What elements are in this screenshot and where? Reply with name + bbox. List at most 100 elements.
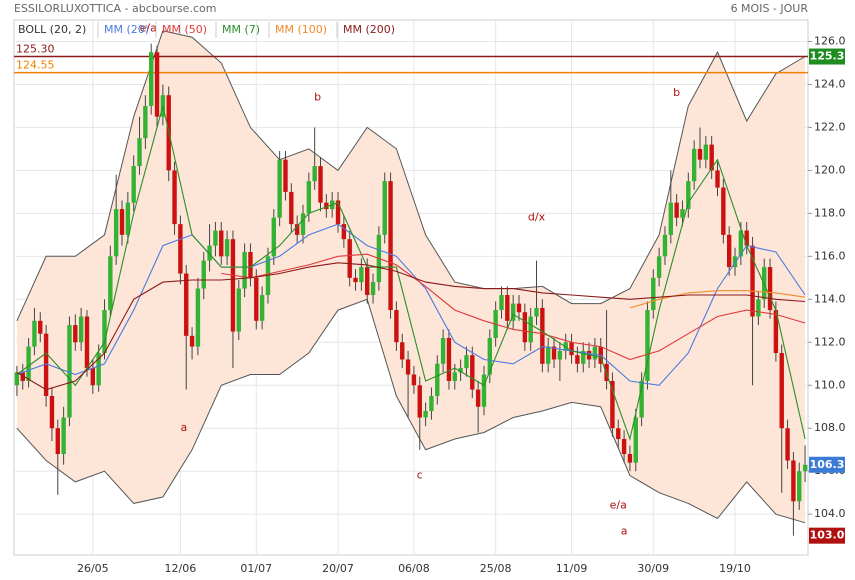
candle-body <box>569 342 574 356</box>
candle-body <box>528 316 533 343</box>
candle-body <box>49 396 55 429</box>
legend-entry: MM (20) <box>104 23 149 36</box>
x-tick-label: 11/09 <box>556 562 588 575</box>
price-tag <box>809 48 845 65</box>
x-tick-label: 12/06 <box>165 562 197 575</box>
candle-body <box>207 245 212 261</box>
candle-body <box>516 303 522 313</box>
y-tick-label: 116.0 <box>814 249 846 262</box>
y-tick-label: 118.0 <box>814 206 846 219</box>
candle-body <box>32 320 37 347</box>
candle-body <box>365 267 370 296</box>
y-tick-label: 120.0 <box>814 163 846 176</box>
candle-body <box>271 217 277 257</box>
candle-body <box>510 303 516 321</box>
candle-body <box>78 316 84 343</box>
candle-body <box>312 166 317 182</box>
ma-line <box>16 223 806 386</box>
candle-body <box>26 346 31 381</box>
candle-body <box>557 350 563 360</box>
legend-entry: MM (50) <box>162 23 207 36</box>
candle-body <box>551 346 557 360</box>
candle-body <box>785 428 790 461</box>
annotation: c <box>417 469 423 482</box>
candle-body <box>230 239 236 332</box>
legend-entry: MM (100) <box>275 23 327 36</box>
candle-body <box>767 267 773 311</box>
chart-title: ESSILORLUXOTTICA - abcbourse.com <box>14 2 216 15</box>
candle-body <box>423 411 428 418</box>
candle-body <box>43 333 49 397</box>
legend-entry: BOLL (20, 2) <box>18 23 86 36</box>
candle-body <box>680 209 685 218</box>
level-label: 125.30 <box>16 43 55 56</box>
candle-body <box>581 350 586 364</box>
ma-line <box>221 253 806 361</box>
candle-body <box>545 346 551 364</box>
candle-body <box>662 234 668 257</box>
candle-body <box>697 148 703 160</box>
y-tick-label: 124.0 <box>814 77 846 90</box>
candle-body <box>429 396 434 412</box>
candle-body <box>38 320 43 334</box>
candle-body <box>55 428 60 455</box>
annotation: e/a <box>610 499 627 512</box>
annotation: a <box>181 421 188 434</box>
candle-body <box>248 252 253 278</box>
candle-body <box>446 337 452 381</box>
candle-body <box>306 181 312 214</box>
candle-body <box>224 239 230 257</box>
candle-body <box>242 252 247 289</box>
candle-body <box>686 181 691 210</box>
candle-body <box>470 355 475 390</box>
candle-body <box>148 52 154 106</box>
ma-line <box>629 290 806 309</box>
x-tick-label: 19/10 <box>719 562 751 575</box>
candle-body <box>84 316 90 369</box>
candle-body <box>756 299 761 317</box>
candle-body <box>627 454 633 463</box>
candle-body <box>277 159 282 218</box>
y-tick-label: 114.0 <box>814 292 846 305</box>
candle-body <box>131 166 136 203</box>
candle-body <box>195 288 201 347</box>
candle-body <box>779 353 784 429</box>
y-tick-label: 104.0 <box>814 507 846 520</box>
candle-body <box>394 310 399 343</box>
x-tick-label: 26/05 <box>77 562 109 575</box>
candle-body <box>668 202 674 235</box>
candle-body <box>575 355 580 364</box>
candle-body <box>341 224 347 240</box>
candle-body <box>540 307 545 364</box>
candle-body <box>113 209 119 257</box>
candle-body <box>452 372 457 381</box>
candle-body <box>738 230 744 257</box>
annotation: b <box>673 86 680 99</box>
price-tag-label: 103.0 <box>810 529 845 542</box>
candle-body <box>458 368 463 373</box>
x-tick-label: 01/07 <box>240 562 272 575</box>
candle-body <box>691 148 697 182</box>
candle-body <box>137 138 142 167</box>
candle-body <box>487 337 493 375</box>
candle-body <box>154 52 160 117</box>
candle-body <box>388 181 393 311</box>
candle-body <box>201 260 206 289</box>
candle-body <box>184 273 189 336</box>
candle-body <box>797 471 802 502</box>
candle-body <box>294 224 300 235</box>
candle-body <box>96 353 101 386</box>
x-tick-label: 06/08 <box>398 562 430 575</box>
candle-body <box>172 170 177 225</box>
candle-body <box>610 380 615 429</box>
x-tick-label: 30/09 <box>637 562 669 575</box>
candle-body <box>300 213 306 235</box>
bollinger-line <box>16 30 806 322</box>
x-tick-label: 25/08 <box>480 562 512 575</box>
candle-body <box>616 428 621 439</box>
candle-body <box>370 282 376 296</box>
y-tick-label: 108.0 <box>814 421 846 434</box>
candle-body <box>125 202 131 235</box>
bollinger-line <box>16 298 806 524</box>
